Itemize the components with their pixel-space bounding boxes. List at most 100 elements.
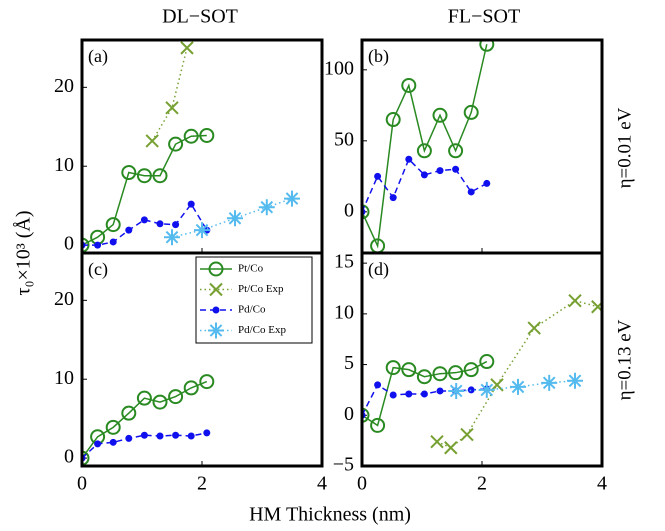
legend-label: Pt/Co xyxy=(238,263,264,275)
y-tick-label: 50 xyxy=(334,128,354,150)
panel-label: (c) xyxy=(88,259,108,280)
marker xyxy=(94,241,102,249)
series-line xyxy=(82,432,207,459)
marker xyxy=(370,417,386,433)
series-line xyxy=(362,360,488,427)
marker xyxy=(136,168,152,184)
marker xyxy=(362,407,370,423)
legend-marker xyxy=(208,322,224,339)
marker xyxy=(479,354,495,370)
marker xyxy=(467,386,475,394)
row-label: η=0.01 eV xyxy=(614,107,635,188)
marker xyxy=(467,188,475,196)
legend-symbol xyxy=(209,282,223,297)
marker xyxy=(172,221,180,229)
marker xyxy=(94,440,102,448)
y-tick-label: 0 xyxy=(344,199,354,221)
legend-marker xyxy=(209,282,223,297)
series-line xyxy=(82,202,208,246)
marker xyxy=(152,394,168,410)
marker xyxy=(436,387,444,395)
marker xyxy=(105,217,121,233)
marker xyxy=(258,199,275,216)
marker xyxy=(164,229,180,246)
marker xyxy=(180,41,194,55)
marker xyxy=(140,431,148,439)
legend-label: Pd/Co xyxy=(238,304,266,316)
marker xyxy=(156,432,164,440)
marker xyxy=(168,389,184,405)
marker xyxy=(374,172,382,180)
y-axis-label: τ₀×10³ (Å) xyxy=(13,210,35,295)
x-tick-label: 0 xyxy=(357,473,367,495)
marker xyxy=(199,374,215,390)
marker xyxy=(165,101,179,115)
marker xyxy=(463,104,479,120)
legend: Pt/Co Pt/Co Exp Pd/Co Pd/Co Exp xyxy=(195,256,313,344)
y-tick-label: 0 xyxy=(64,446,74,468)
marker xyxy=(140,216,148,224)
column-title: DL−SOT xyxy=(162,6,238,28)
marker xyxy=(416,143,432,159)
marker xyxy=(460,427,474,442)
plot-area xyxy=(82,374,215,466)
marker xyxy=(567,372,583,389)
series-line xyxy=(362,157,488,213)
legend-label: Pt/Co Exp xyxy=(238,283,284,295)
y-tick-label: 20 xyxy=(54,288,74,310)
legend-symbol xyxy=(208,322,224,339)
marker xyxy=(444,441,458,455)
y-tick-label: 15 xyxy=(334,251,354,273)
marker xyxy=(448,365,464,381)
marker xyxy=(389,194,397,202)
series-line xyxy=(151,47,188,142)
plot-area xyxy=(362,293,602,455)
marker xyxy=(432,107,448,123)
marker xyxy=(452,165,460,173)
marker xyxy=(483,179,491,187)
y-tick-label: 10 xyxy=(54,367,74,389)
marker xyxy=(183,380,199,396)
marker xyxy=(194,222,210,239)
series-line xyxy=(362,44,488,249)
marker xyxy=(463,362,479,378)
marker xyxy=(121,405,137,421)
plot-area xyxy=(82,41,300,253)
marker xyxy=(284,190,300,207)
y-tick-label: 0 xyxy=(344,403,354,425)
marker xyxy=(203,429,211,437)
marker xyxy=(187,200,195,208)
marker xyxy=(448,382,465,399)
y-tick-label: 5 xyxy=(344,352,354,374)
legend-label: Pd/Co Exp xyxy=(238,324,286,336)
y-tick-label: 10 xyxy=(54,154,74,176)
marker xyxy=(172,431,180,439)
marker xyxy=(125,226,133,234)
legend-symbol xyxy=(208,261,224,277)
series-line xyxy=(171,197,293,238)
series-line xyxy=(82,134,207,246)
y-tick-label: −5 xyxy=(333,454,354,476)
marker xyxy=(405,390,413,398)
marker xyxy=(152,168,168,184)
x-tick-label: 4 xyxy=(597,473,607,495)
marker xyxy=(362,204,370,220)
panel-label: (d) xyxy=(368,259,389,280)
marker xyxy=(187,432,195,440)
marker xyxy=(401,362,417,378)
x-tick-label: 2 xyxy=(197,473,207,495)
x-tick-label: 4 xyxy=(317,473,327,495)
legend-symbol xyxy=(212,306,220,314)
marker xyxy=(568,293,582,308)
column-title: FL−SOT xyxy=(448,6,520,28)
marker xyxy=(479,40,495,52)
marker xyxy=(109,438,117,446)
y-tick-label: 10 xyxy=(334,301,354,323)
marker xyxy=(478,381,495,398)
y-tick-label: 0 xyxy=(64,233,74,255)
marker xyxy=(145,134,159,148)
marker xyxy=(374,381,382,389)
marker xyxy=(227,210,243,227)
marker xyxy=(430,434,444,449)
